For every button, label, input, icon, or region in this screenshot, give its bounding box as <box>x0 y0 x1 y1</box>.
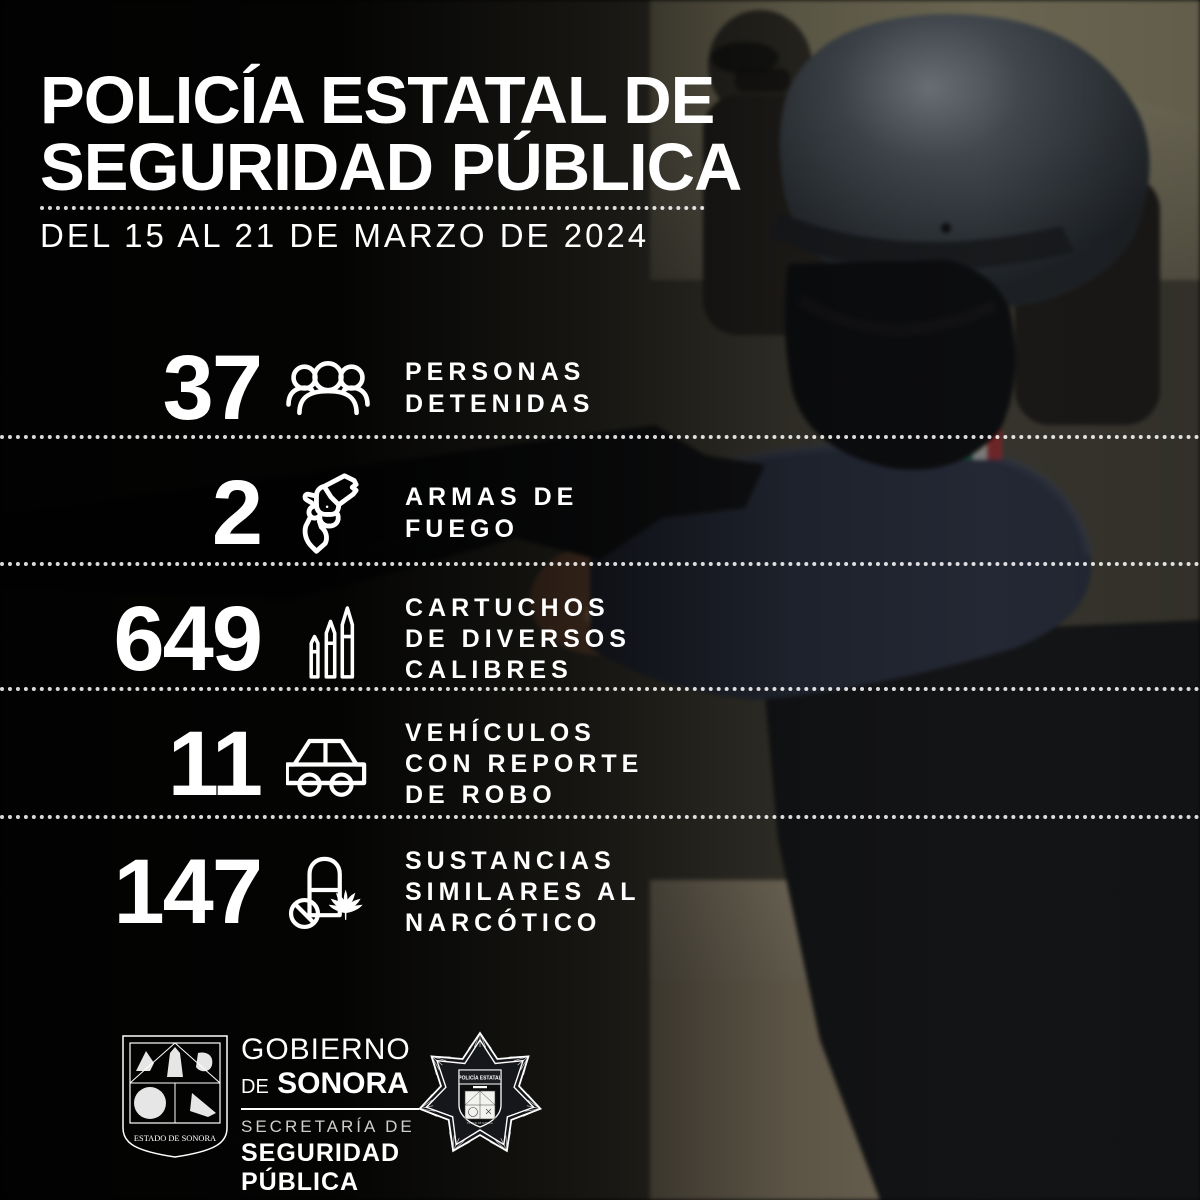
svg-text:ESTADO DE SONORA: ESTADO DE SONORA <box>134 1134 216 1143</box>
svg-text:POLICÍA ESTATAL: POLICÍA ESTATAL <box>458 1074 501 1082</box>
svg-text:ESTADO DE SONORA: ESTADO DE SONORA <box>467 1122 493 1125</box>
